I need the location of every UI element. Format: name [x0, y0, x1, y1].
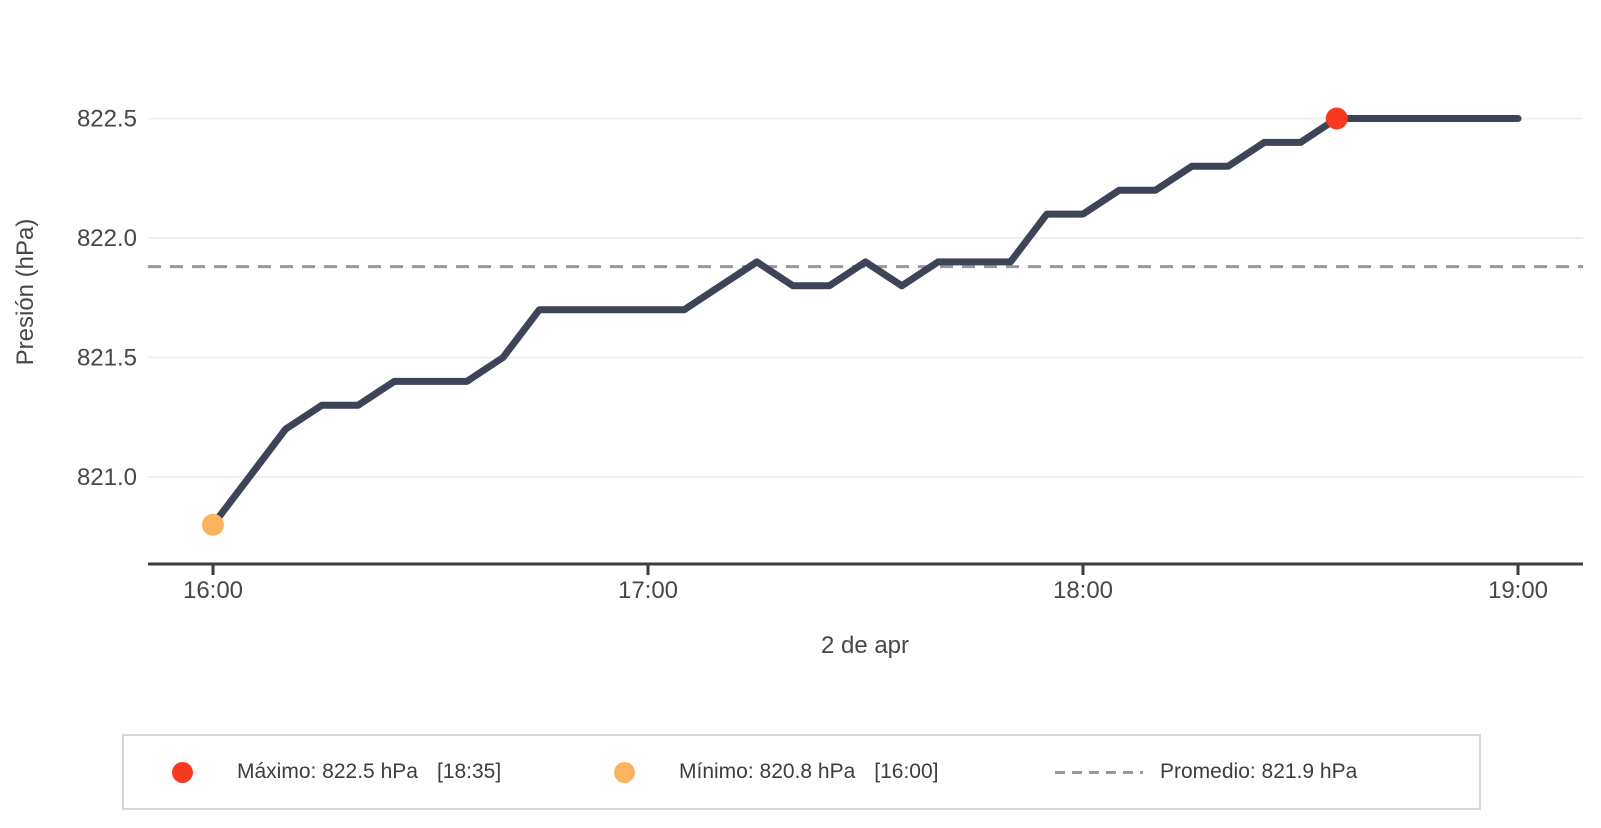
y-tick-label: 822.5 — [77, 106, 137, 133]
x-tick-labels: 16:00 17:00 18:00 19:00 — [183, 564, 1548, 604]
x-tick-label: 16:00 — [183, 577, 243, 604]
y-tick-label: 821.5 — [77, 345, 137, 372]
legend-item-average: Promedio: 821.9 hPa — [1055, 736, 1357, 808]
legend-min-time: [16:00] — [874, 760, 939, 783]
legend-max-label: Máximo: 822.5 hPa [18:35] — [237, 760, 502, 783]
x-tick-label: 18:00 — [1053, 577, 1113, 604]
legend-average-label: Promedio: 821.9 hPa — [1160, 760, 1358, 783]
x-tick-label: 19:00 — [1488, 577, 1548, 604]
y-tick-labels: 821.0 821.5 822.0 822.5 — [77, 106, 137, 492]
y-tick-label: 822.0 — [77, 225, 137, 252]
legend-min-label: Mínimo: 820.8 hPa [16:00] — [679, 760, 939, 783]
pressure-chart: 821.0 821.5 822.0 822.5 16:00 17:00 18:00 19:00… — [12, 106, 1583, 659]
min-point-marker — [202, 513, 224, 536]
gridlines — [148, 117, 1583, 478]
max-marker-swatch-icon — [172, 761, 193, 783]
x-axis-title: 2 de apr — [821, 632, 909, 659]
max-point-marker — [1325, 107, 1348, 130]
x-tick-label: 17:00 — [618, 577, 678, 604]
y-axis-title: Presión (hPa) — [12, 219, 39, 366]
legend-item-max: Máximo: 822.5 hPa [18:35] — [172, 736, 501, 808]
legend-max-time: [18:35] — [436, 760, 502, 783]
min-marker-swatch-icon — [614, 761, 635, 783]
legend: Máximo: 822.5 hPa [18:35] Mínimo: 820.8 h… — [122, 734, 1481, 810]
pressure-line — [209, 115, 1522, 529]
legend-item-min: Mínimo: 820.8 hPa [16:00] — [614, 736, 939, 808]
average-dash-swatch-icon — [1055, 770, 1143, 774]
y-tick-label: 821.0 — [77, 464, 137, 491]
